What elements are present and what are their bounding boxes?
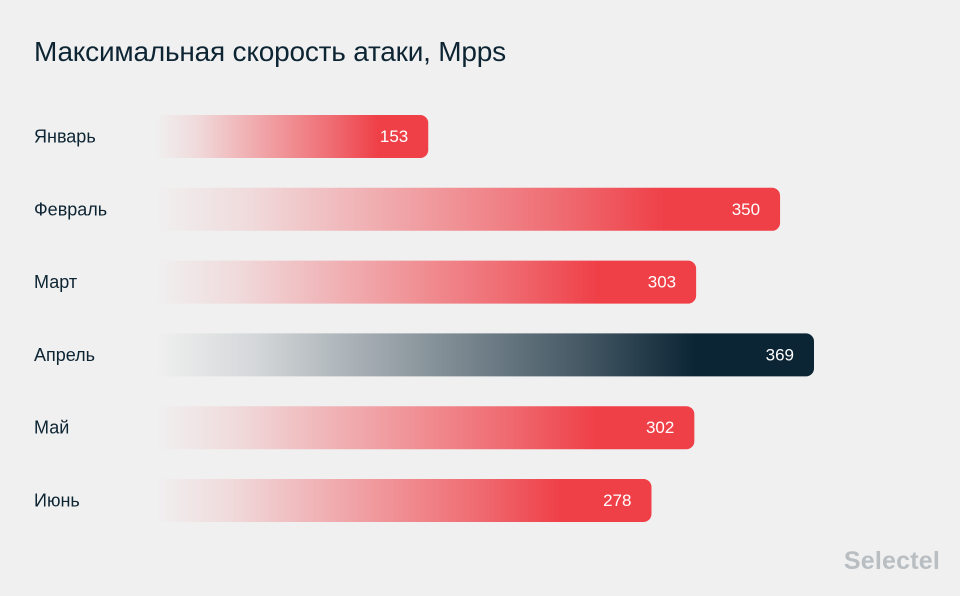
bar xyxy=(155,187,781,231)
category-label: Январь xyxy=(34,127,96,147)
category-label: Февраль xyxy=(34,199,107,219)
selectel-logo: Selectel xyxy=(843,547,940,575)
highlighted-bar xyxy=(155,333,814,377)
bar-value-label: 153 xyxy=(380,127,408,146)
bar-value-label: 303 xyxy=(648,273,676,292)
category-label: Апрель xyxy=(34,345,95,365)
bar-value-label: 278 xyxy=(603,491,631,510)
bar xyxy=(155,479,652,522)
bar xyxy=(155,260,697,304)
bar-value-label: 302 xyxy=(646,418,674,437)
category-label: Март xyxy=(34,272,77,292)
category-label: Май xyxy=(34,418,69,438)
category-label: Июнь xyxy=(34,491,80,511)
chart-title: Максимальная скорость атаки, Mpps xyxy=(34,36,506,67)
bar-value-label: 369 xyxy=(766,345,794,364)
bar xyxy=(155,406,695,450)
bar xyxy=(155,115,429,158)
bar-value-label: 350 xyxy=(732,200,760,219)
